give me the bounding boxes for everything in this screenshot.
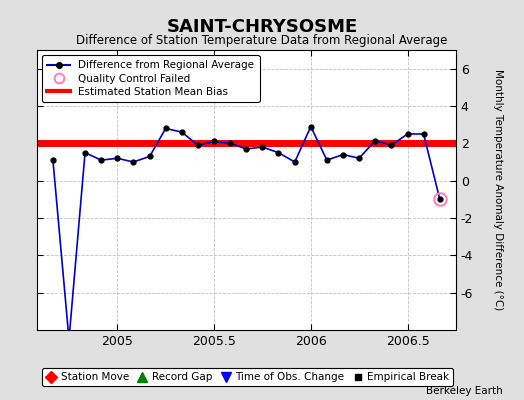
- Text: Berkeley Earth: Berkeley Earth: [427, 386, 503, 396]
- Text: Difference of Station Temperature Data from Regional Average: Difference of Station Temperature Data f…: [77, 34, 447, 47]
- Text: SAINT-CHRYSOSME: SAINT-CHRYSOSME: [167, 18, 357, 36]
- Y-axis label: Monthly Temperature Anomaly Difference (°C): Monthly Temperature Anomaly Difference (…: [493, 69, 503, 311]
- Legend: Station Move, Record Gap, Time of Obs. Change, Empirical Break: Station Move, Record Gap, Time of Obs. C…: [42, 368, 453, 386]
